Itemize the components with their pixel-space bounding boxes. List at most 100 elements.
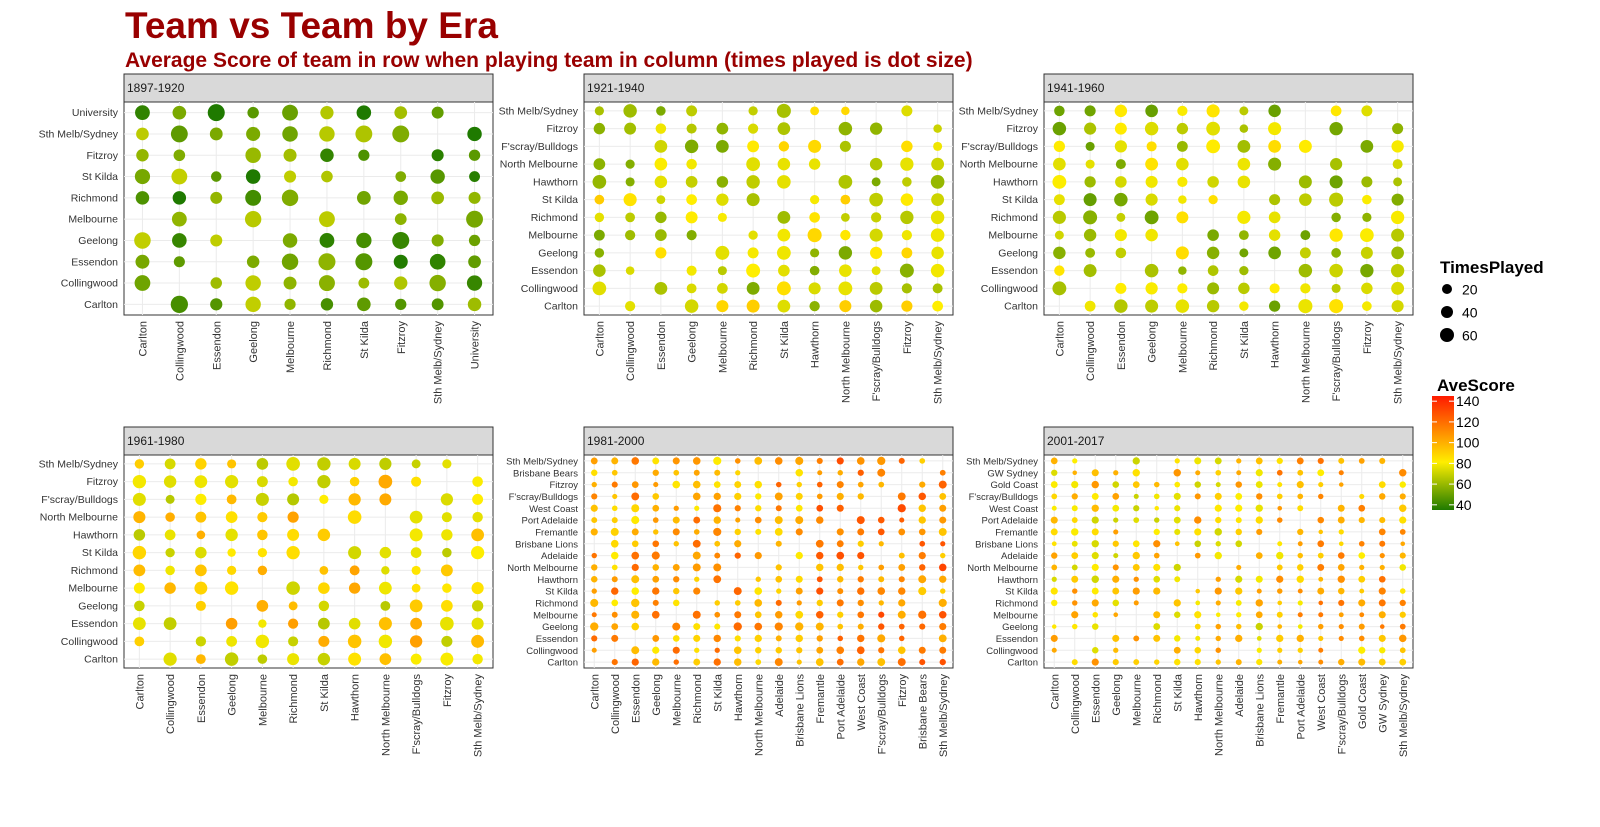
data-point — [593, 122, 606, 135]
data-point — [931, 157, 945, 171]
y-tick-label: St Kilda — [542, 194, 578, 206]
data-point — [1115, 159, 1126, 170]
data-point — [631, 610, 640, 619]
data-point — [1173, 563, 1181, 572]
color-legend-bar — [1432, 396, 1454, 510]
data-point — [1207, 229, 1219, 241]
data-point — [442, 547, 452, 558]
data-point — [282, 104, 298, 121]
data-point — [1297, 552, 1303, 559]
data-point — [900, 210, 914, 225]
data-point — [134, 600, 145, 612]
data-point — [1091, 646, 1099, 654]
data-point — [1277, 505, 1283, 511]
data-point — [857, 611, 865, 619]
data-point — [1112, 481, 1120, 488]
data-point — [1206, 246, 1220, 260]
data-point — [857, 469, 864, 476]
data-point — [1318, 623, 1324, 630]
x-tick-label: Adelaide — [1234, 674, 1246, 717]
data-point — [135, 105, 150, 121]
data-point — [1318, 576, 1324, 582]
data-point — [815, 610, 824, 619]
data-point — [1255, 516, 1263, 524]
data-point — [1178, 195, 1187, 204]
data-point — [592, 175, 607, 189]
data-point — [163, 652, 177, 666]
data-point — [611, 659, 618, 666]
data-point — [1133, 600, 1139, 606]
data-point — [1255, 552, 1263, 559]
data-point — [775, 647, 782, 654]
data-point — [1399, 588, 1406, 594]
data-point — [692, 563, 701, 572]
data-point — [1256, 493, 1263, 500]
x-tick-label: Fremantle — [815, 674, 827, 724]
data-point — [1194, 659, 1201, 666]
data-point — [919, 481, 926, 488]
facet-panel-1961-1980: 1961-1980 Sth Melb/Sydney Fitzroy F'scray/B… — [39, 426, 494, 758]
data-point — [355, 125, 373, 143]
data-point — [930, 175, 945, 189]
y-tick-label: Hawthorn — [993, 176, 1038, 188]
data-point — [631, 528, 639, 536]
data-point — [796, 481, 802, 488]
data-point — [132, 617, 146, 631]
x-tick-label: Collingwood — [174, 321, 186, 381]
facet-strip-label: 1941-1960 — [1047, 81, 1105, 95]
data-point — [1083, 210, 1098, 225]
data-point — [838, 174, 853, 189]
y-tick-label: Fitzroy — [87, 476, 119, 488]
data-point — [1276, 469, 1283, 476]
data-point — [1091, 658, 1099, 666]
x-tick-label: Sth Melb/Sydney — [473, 674, 485, 758]
facet-strip — [1043, 73, 1414, 103]
data-point — [1115, 247, 1127, 259]
data-point — [1360, 228, 1374, 242]
data-point — [1276, 611, 1283, 618]
data-point — [694, 505, 700, 511]
data-point — [1329, 175, 1343, 189]
data-point — [1235, 575, 1243, 583]
data-point — [748, 230, 758, 240]
x-tick-label: Hawthorn — [1270, 321, 1282, 368]
data-point — [733, 622, 742, 631]
data-point — [919, 623, 926, 630]
data-point — [1113, 517, 1119, 523]
data-point — [734, 458, 741, 464]
data-point — [591, 635, 598, 642]
data-point — [135, 191, 150, 205]
data-point — [1297, 505, 1304, 512]
data-point — [1239, 265, 1249, 276]
data-point — [856, 457, 865, 465]
data-point — [246, 126, 261, 141]
data-point — [133, 529, 146, 541]
data-point — [1091, 540, 1099, 548]
data-point — [378, 634, 393, 649]
data-point — [1153, 528, 1160, 536]
y-tick-label: Sth Melb/Sydney — [966, 456, 1038, 467]
data-point — [777, 228, 791, 242]
data-point — [778, 264, 790, 277]
data-point — [775, 611, 783, 619]
data-point — [1112, 575, 1120, 583]
data-point — [1215, 576, 1221, 582]
data-point — [1358, 623, 1365, 630]
data-point — [1112, 493, 1120, 500]
data-point — [746, 299, 760, 313]
data-point — [319, 233, 335, 248]
data-point — [837, 611, 844, 618]
data-point — [1194, 623, 1201, 630]
data-point — [1053, 140, 1066, 153]
data-point — [410, 547, 422, 558]
x-tick-label: St Kilda — [779, 320, 791, 359]
data-point — [611, 481, 618, 488]
data-point — [1238, 230, 1249, 241]
data-point — [672, 528, 680, 536]
color-legend-label: 140 — [1456, 393, 1480, 409]
data-point — [1298, 299, 1313, 314]
data-point — [1153, 634, 1161, 642]
plot-area — [1043, 101, 1414, 316]
data-point — [1393, 177, 1403, 187]
